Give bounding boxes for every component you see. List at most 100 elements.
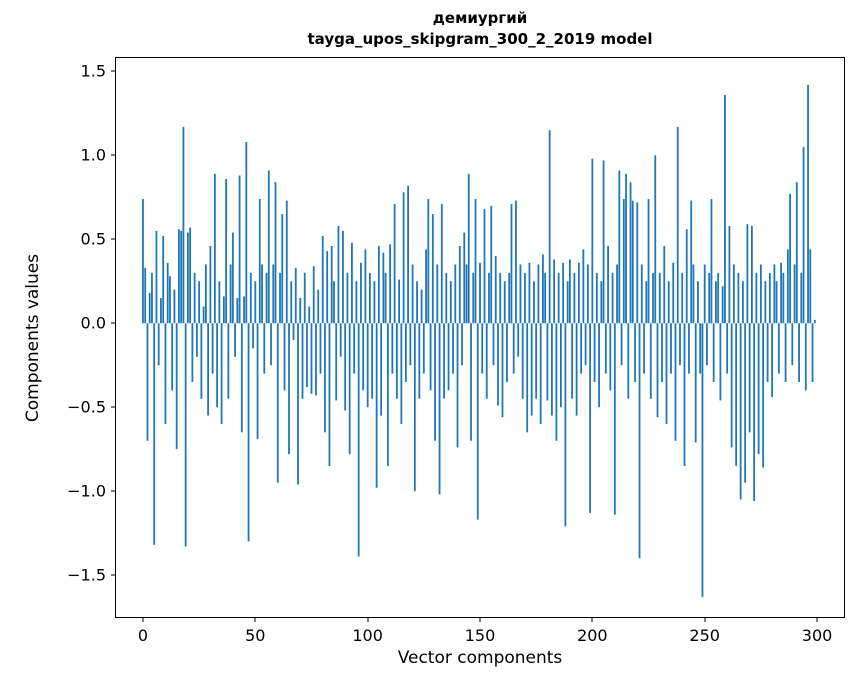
bar [211, 323, 214, 374]
bar [263, 323, 266, 374]
bar [463, 232, 466, 324]
x-tick-label: 200 [577, 626, 608, 645]
bar [324, 323, 326, 433]
bar [508, 272, 511, 324]
bar [530, 323, 533, 416]
bar [427, 199, 430, 324]
bar [258, 199, 261, 324]
bar [200, 323, 203, 399]
bar [652, 272, 654, 324]
bar [757, 323, 760, 455]
bar [236, 298, 239, 324]
bar [204, 264, 207, 324]
bar [640, 264, 643, 324]
bar [643, 323, 645, 374]
bar [184, 323, 187, 547]
bar [371, 323, 374, 399]
bar [526, 323, 529, 433]
bar [591, 158, 594, 324]
bar [474, 199, 477, 324]
bar [497, 323, 499, 406]
bar [335, 323, 338, 401]
bar [715, 281, 717, 324]
bar [515, 200, 517, 324]
bar [658, 272, 661, 324]
bar [413, 323, 416, 492]
bar [798, 323, 800, 382]
x-tick-label: 0 [137, 626, 149, 645]
bar [701, 323, 704, 597]
bar [234, 323, 236, 357]
bar [418, 323, 421, 399]
bar [333, 281, 335, 324]
bar [380, 323, 383, 416]
bar [777, 323, 780, 374]
bar [649, 323, 652, 399]
bar [351, 242, 353, 324]
bar [679, 323, 681, 366]
bar [445, 272, 448, 324]
bar [557, 272, 560, 324]
bar [231, 232, 234, 324]
bar [811, 323, 814, 382]
bar [317, 289, 320, 324]
bar [546, 323, 549, 401]
bar [342, 230, 344, 324]
bar [189, 227, 192, 324]
bar [744, 323, 747, 483]
bar [447, 323, 450, 391]
bar [404, 323, 407, 382]
bar [247, 323, 250, 542]
bar [355, 281, 358, 324]
bar [719, 323, 722, 401]
bar [288, 323, 290, 455]
bar [503, 281, 506, 324]
bar [218, 281, 221, 324]
bar [169, 276, 171, 324]
bar [339, 323, 342, 357]
bar [245, 141, 248, 324]
bar [348, 323, 351, 455]
bar [636, 202, 639, 324]
bar [786, 249, 789, 324]
bar [728, 225, 731, 324]
bar [654, 155, 657, 324]
bar [771, 323, 773, 398]
x-tick-mark [591, 617, 593, 622]
bar [620, 323, 623, 366]
bar [528, 262, 531, 324]
bar [299, 298, 302, 324]
bar [256, 323, 259, 440]
bar [272, 264, 275, 324]
bar [580, 323, 583, 374]
y-axis-label: Components values [23, 253, 43, 423]
bar [202, 306, 205, 324]
bar [573, 272, 576, 324]
bar [386, 323, 389, 466]
bar [337, 225, 340, 324]
bar [485, 323, 488, 399]
bar [690, 200, 693, 324]
bar [764, 281, 767, 324]
bar [389, 244, 392, 324]
bar [175, 323, 178, 450]
bar [645, 281, 648, 324]
bar [146, 323, 149, 441]
bar [730, 323, 733, 448]
bar [604, 323, 607, 374]
bar [216, 323, 219, 408]
bar [685, 229, 688, 324]
bar [319, 323, 322, 374]
bar [274, 182, 277, 324]
bar [369, 272, 371, 324]
bar [440, 204, 443, 324]
bar [670, 323, 672, 374]
bar [537, 264, 540, 324]
chart-title: демиургий [432, 9, 528, 27]
bar [524, 272, 526, 324]
bar [625, 173, 627, 324]
bar [692, 264, 695, 324]
chart-subtitle: tayga_upos_skipgram_300_2_2019 model [307, 30, 653, 48]
bar [476, 323, 479, 520]
bar [733, 264, 735, 324]
